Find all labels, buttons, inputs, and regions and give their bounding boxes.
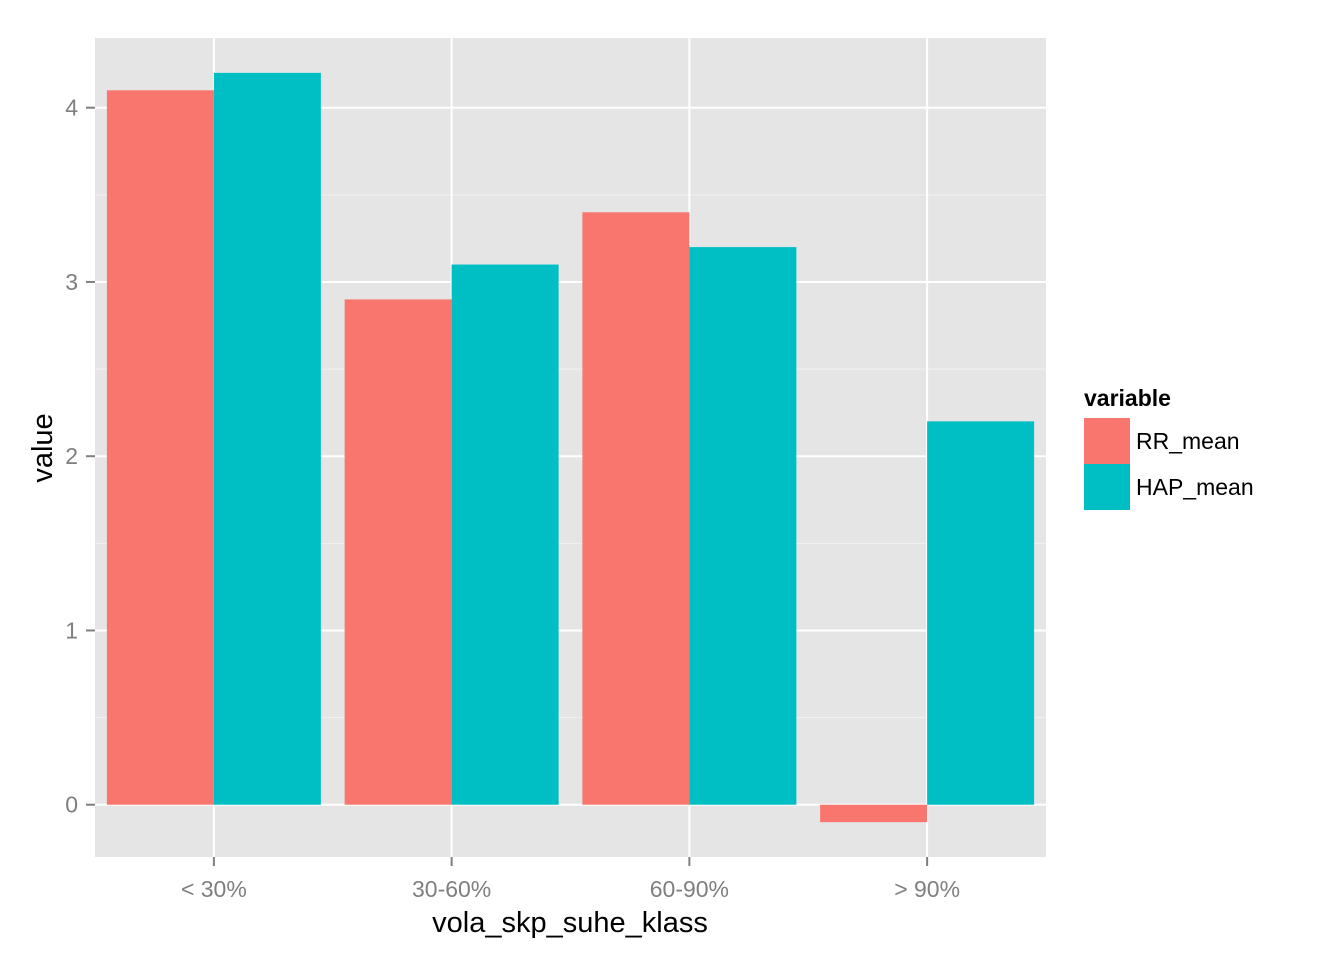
legend-items: RR_mean HAP_mean xyxy=(1084,418,1254,510)
y-axis-title: value xyxy=(27,413,59,482)
bar-hap-mean xyxy=(451,264,559,805)
y-tick-label: 0 xyxy=(65,792,78,818)
x-tick-label: 30-60% xyxy=(412,876,491,902)
y-axis: 0 1 2 3 4 xyxy=(65,95,95,818)
legend-key xyxy=(1084,464,1130,510)
x-tick-label: < 30% xyxy=(181,876,247,902)
bars xyxy=(106,72,1035,823)
legend-label: HAP_mean xyxy=(1136,474,1254,500)
bar-rr-mean xyxy=(820,804,928,823)
y-tick-label: 3 xyxy=(65,269,78,295)
bar-rr-mean xyxy=(106,90,214,805)
y-tick-label: 4 xyxy=(65,95,78,121)
bar-hap-mean xyxy=(689,247,797,805)
bar-rr-mean xyxy=(582,212,690,805)
x-axis-title: vola_skp_suhe_klass xyxy=(432,907,708,939)
bar-hap-mean xyxy=(213,72,321,805)
x-tick-label: > 90% xyxy=(894,876,960,902)
x-tick-label: 60-90% xyxy=(650,876,729,902)
bar-rr-mean xyxy=(344,299,452,805)
legend-title: variable xyxy=(1084,385,1171,411)
legend-key xyxy=(1084,418,1130,464)
legend-label: RR_mean xyxy=(1136,428,1240,454)
x-axis: < 30% 30-60% 60-90% > 90% xyxy=(181,857,960,902)
legend: variable RR_mean HAP_mean xyxy=(1084,385,1254,510)
y-tick-label: 2 xyxy=(65,443,78,469)
y-tick-label: 1 xyxy=(65,617,78,643)
bar-hap-mean xyxy=(927,421,1035,805)
